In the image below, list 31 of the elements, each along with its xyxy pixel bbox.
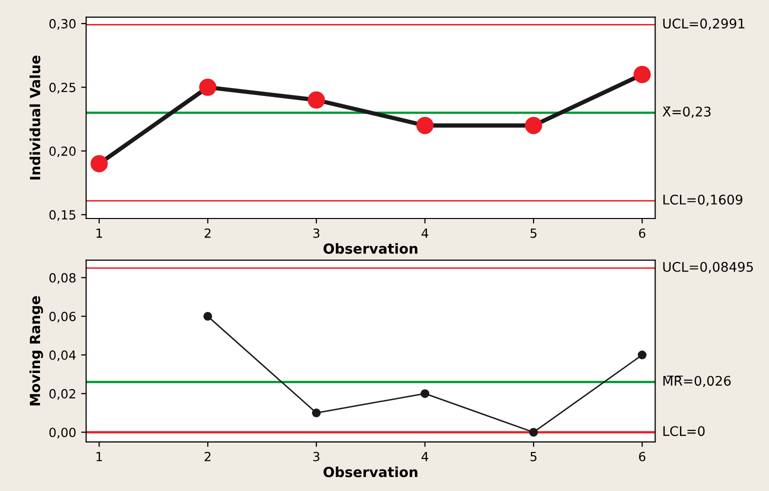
y-tick-label: 0,02 (49, 389, 76, 400)
ref-line-label: UCL=0,08495 (663, 262, 753, 274)
ref-line-label: LCL=0,1609 (663, 194, 742, 206)
x-axis-title: Observation (324, 466, 418, 478)
y-tick-label: 0,20 (49, 146, 76, 158)
y-tick-label: 0,30 (49, 19, 76, 30)
x-tick-label: 1 (96, 452, 102, 462)
x-tick-label: 1 (96, 228, 102, 238)
x-axis-title: Observation (324, 243, 418, 254)
ref-line-label: M̅R̅=0,026 (663, 376, 731, 388)
ref-line-label: UCL=0,2991 (663, 18, 744, 30)
x-tick-label: 2 (204, 228, 210, 238)
y-tick-label: 0,04 (49, 350, 76, 362)
x-tick-label: 3 (313, 452, 320, 462)
x-tick-label: 4 (422, 228, 428, 238)
x-tick-label: 6 (639, 452, 646, 462)
ref-line-label: LCL=0 (663, 426, 705, 436)
x-tick-label: 4 (422, 452, 428, 462)
y-tick-label: 0,25 (49, 82, 76, 94)
x-tick-label: 3 (313, 228, 320, 238)
x-tick-label: 5 (530, 452, 536, 462)
y-tick-label: 0,08 (49, 273, 76, 284)
ref-line-label: X̄=0,23 (662, 106, 711, 118)
x-tick-label: 6 (639, 228, 646, 238)
y-axis-title: Moving Range (29, 296, 44, 406)
y-tick-label: 0,06 (49, 312, 76, 322)
x-tick-label: 5 (530, 228, 536, 238)
y-tick-label: 0,00 (49, 428, 76, 438)
x-tick-label: 2 (204, 452, 210, 462)
y-tick-label: 0,15 (49, 210, 76, 221)
y-axis-title: Individual Value (30, 56, 40, 180)
